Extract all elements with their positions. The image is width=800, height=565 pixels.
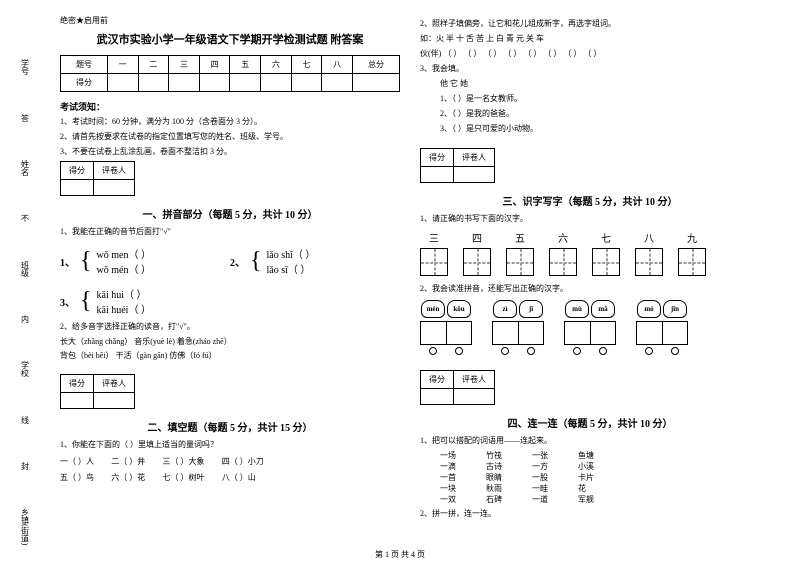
match-col: 一张一方一股一畦一道 bbox=[532, 450, 548, 505]
rq2ex: 如：火 半 十 舌 苦 上 白 青 元 关 车 bbox=[420, 33, 760, 45]
s4q2: 2、拼一拼，连一连。 bbox=[420, 508, 760, 520]
write-box[interactable] bbox=[636, 321, 688, 345]
section2-title: 二、填空题（每题 5 分，共计 15 分） bbox=[60, 419, 400, 434]
rq2: 2、照样子填偏旁，让它和花儿组成新字，再选字组词。 bbox=[420, 18, 760, 30]
margin-label-0: 乡镇(街道) bbox=[20, 508, 31, 545]
cloud-row: ménkǒu zìjǐ mùmǎ mójīn bbox=[420, 300, 760, 355]
binding-margin: 学号 答 姓名 不 班级 内 学校 线 封 乡镇(街道) bbox=[0, 0, 50, 565]
th: 三 bbox=[169, 56, 200, 74]
fill: 四（ ）小刀 bbox=[222, 456, 264, 467]
margin-mark: 内 bbox=[20, 315, 31, 323]
margin-mark: 答 bbox=[20, 114, 31, 122]
write-box[interactable] bbox=[564, 321, 616, 345]
pinyin: kāi huéi（ ） bbox=[97, 301, 151, 316]
fill: 三（ ）大象 bbox=[163, 456, 205, 467]
q2: 2、给多音字选择正确的读音，打"√"。 bbox=[60, 321, 400, 333]
rq3i: 1、（ ）是一名女教师。 bbox=[440, 93, 760, 105]
th: 五 bbox=[230, 56, 261, 74]
pinyin: lǎo sī（ ） bbox=[267, 261, 316, 276]
confidential-label: 绝密★启用前 bbox=[60, 15, 400, 26]
margin-label-3: 姓名 bbox=[20, 160, 31, 176]
match-col: 竹筏古诗眼睛秋雨石碑 bbox=[486, 450, 502, 505]
rq3sub: 他 它 她 bbox=[440, 78, 760, 90]
th: 六 bbox=[261, 56, 292, 74]
pinyin: wǒ mén（ ） bbox=[97, 261, 151, 276]
fill: 五（ ）鸟 bbox=[60, 472, 94, 483]
notice-item: 2、请首先按要求在试卷的指定位置填写您的姓名、班级、学号。 bbox=[60, 131, 400, 143]
td: 得分 bbox=[61, 74, 108, 92]
score-box: 得分评卷人 bbox=[60, 374, 135, 409]
pinyin: kāi huì（ ） bbox=[97, 286, 151, 301]
s2q1: 1、你能在下面的（ ）里填上适当的量词吗？ bbox=[60, 439, 400, 451]
match-col: 鱼塘小溪卡片花军舰 bbox=[578, 450, 594, 505]
fill: 六（ ）花 bbox=[111, 472, 145, 483]
pinyin: wǒ men（ ） bbox=[97, 246, 151, 261]
th: 八 bbox=[322, 56, 353, 74]
right-column: 2、照样子填偏旁，让它和花儿组成新字，再选字组词。 如：火 半 十 舌 苦 上 … bbox=[410, 0, 770, 565]
pinyin: lǎo shī（ ） bbox=[267, 246, 316, 261]
tian-box[interactable] bbox=[678, 248, 706, 276]
th: 一 bbox=[107, 56, 138, 74]
notice-item: 1、考试时间：60 分钟，满分为 100 分（含卷面分 3 分）。 bbox=[60, 116, 400, 128]
margin-label-1: 学校 bbox=[20, 361, 31, 377]
write-box[interactable] bbox=[420, 321, 472, 345]
pinyin-group-3: 3、{ kāi huì（ ） kāi huéi（ ） bbox=[60, 286, 400, 316]
fill: 八（ ）山 bbox=[222, 472, 256, 483]
rq3i: 2、（ ）是我的爸爸。 bbox=[440, 108, 760, 120]
margin-mark: 线 bbox=[20, 416, 31, 424]
multi-pron: 长大（zhǎng chǎng） 音乐(yuè lè) 着急(zháo zhē） bbox=[60, 336, 400, 347]
tian-box[interactable] bbox=[549, 248, 577, 276]
th: 题号 bbox=[61, 56, 108, 74]
tian-box[interactable] bbox=[463, 248, 491, 276]
fill: 二（ ）井 bbox=[111, 456, 145, 467]
margin-label-2: 班级 bbox=[20, 261, 31, 277]
multi-pron: 背包（bèi bēi） 干活（gàn gān) 仿佛（fó fú） bbox=[60, 350, 400, 361]
score-table: 题号 一 二 三 四 五 六 七 八 总分 得分 bbox=[60, 55, 400, 92]
section3-title: 三、识字写字（每题 5 分，共计 10 分） bbox=[420, 193, 760, 208]
rq2line: 伙(伴) （ ） （ ） （ ） （ ） （ ） （ ） （ ） （ ） bbox=[420, 48, 760, 60]
page-footer: 第 1 页 共 4 页 bbox=[0, 549, 800, 560]
th: 四 bbox=[199, 56, 230, 74]
section1-title: 一、拼音部分（每题 5 分，共计 10 分） bbox=[60, 206, 400, 221]
score-box: 得分评卷人 bbox=[420, 370, 495, 405]
write-box[interactable] bbox=[492, 321, 544, 345]
exam-page: 学号 答 姓名 不 班级 内 学校 线 封 乡镇(街道) 绝密★启用前 武汉市实… bbox=[0, 0, 800, 565]
th: 二 bbox=[138, 56, 169, 74]
exam-title: 武汉市实验小学一年级语文下学期开学检测试题 附答案 bbox=[60, 31, 400, 47]
th: 七 bbox=[291, 56, 322, 74]
s4q1: 1、把可以搭配的词语用——连起来。 bbox=[420, 435, 760, 447]
left-column: 绝密★启用前 武汉市实验小学一年级语文下学期开学检测试题 附答案 题号 一 二 … bbox=[50, 0, 410, 565]
s3q2: 2、我会读准拼音，还能写出正确的汉字。 bbox=[420, 283, 760, 295]
section4-title: 四、连一连（每题 5 分，共计 10 分） bbox=[420, 415, 760, 430]
tian-box[interactable] bbox=[506, 248, 534, 276]
th: 总分 bbox=[352, 56, 399, 74]
char-boxes-row: 三 四 五 六 七 八 九 bbox=[420, 230, 760, 278]
pinyin-group-2: 2、{ lǎo shī（ ） lǎo sī（ ） bbox=[230, 246, 400, 276]
s3q1: 1、请正确的书写下面的汉字。 bbox=[420, 213, 760, 225]
fill: 七（ ）树叶 bbox=[163, 472, 205, 483]
rq3: 3、我会填。 bbox=[420, 63, 760, 75]
match-col: 一场一滴一首一块一双 bbox=[440, 450, 456, 505]
tian-box[interactable] bbox=[592, 248, 620, 276]
margin-mark: 不 bbox=[20, 214, 31, 222]
fill: 一（ ）人 bbox=[60, 456, 94, 467]
notice-item: 3、不要在试卷上乱涂乱画，卷面不整洁扣 3 分。 bbox=[60, 146, 400, 158]
rq3i: 3、（ ）是只可爱的小动物。 bbox=[440, 123, 760, 135]
q1: 1、我能在正确的音节后面打"√" bbox=[60, 226, 400, 238]
pinyin-group-1: 1、{ wǒ men（ ） wǒ mén（ ） bbox=[60, 246, 230, 276]
notice-title: 考试须知： bbox=[60, 100, 400, 113]
margin-label-4: 学号 bbox=[20, 59, 31, 75]
score-box: 得分评卷人 bbox=[60, 161, 135, 196]
tian-box[interactable] bbox=[420, 248, 448, 276]
tian-box[interactable] bbox=[635, 248, 663, 276]
score-box: 得分评卷人 bbox=[420, 148, 495, 183]
margin-mark: 封 bbox=[20, 462, 31, 470]
